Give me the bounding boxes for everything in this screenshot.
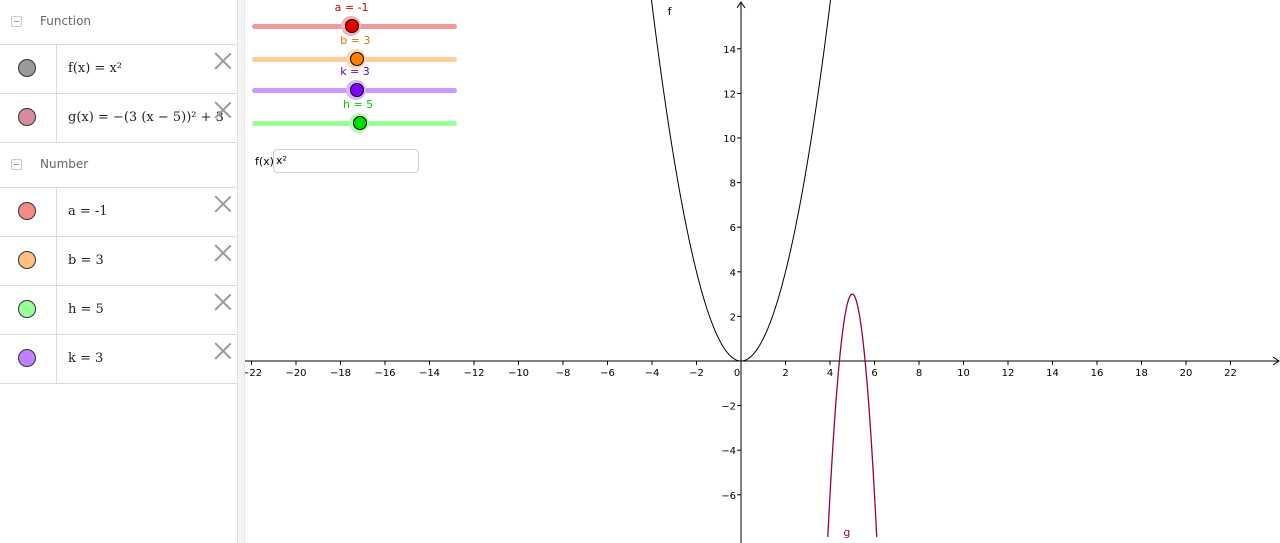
visibility-marble-icon[interactable] xyxy=(18,300,36,318)
y-tick-label: −4 xyxy=(721,446,736,457)
curve-f-label: f xyxy=(668,5,673,18)
visibility-marble-icon[interactable] xyxy=(18,251,36,269)
delete-icon[interactable] xyxy=(214,101,232,119)
slider-k-label: k = 3 xyxy=(340,65,370,78)
x-tick-label: −14 xyxy=(419,368,440,379)
x-tick-label: 14 xyxy=(1046,368,1059,379)
x-tick-label: −18 xyxy=(330,368,351,379)
y-tick-label: 8 xyxy=(730,179,736,190)
graphics-view[interactable]: −22 −20 −18 −16 −14 −12 −10 −8 −6 −4 −2 0 2 4 6 8 10 12 14… xyxy=(245,0,1280,543)
marble-cell xyxy=(0,188,57,236)
slider-a[interactable] xyxy=(252,16,457,36)
x-tick-label: −6 xyxy=(600,368,615,379)
collapse-icon[interactable] xyxy=(11,159,22,170)
delete-icon[interactable] xyxy=(214,342,232,360)
y-tick-label: 10 xyxy=(723,134,736,145)
slider-h[interactable] xyxy=(252,113,457,133)
x-tick-label: 2 xyxy=(782,368,788,379)
slider-b[interactable] xyxy=(252,49,457,69)
x-tick-label: −10 xyxy=(508,368,529,379)
algebra-item-text[interactable]: g(x) = −(3 (x − 5))² + 3 xyxy=(68,110,224,125)
algebra-row-b[interactable]: b = 3 xyxy=(0,237,237,286)
x-axis-arrow-icon xyxy=(1272,356,1280,366)
delete-icon[interactable] xyxy=(214,293,232,311)
delete-icon[interactable] xyxy=(214,244,232,262)
group-function-header[interactable]: Function xyxy=(0,0,237,45)
visibility-marble-icon[interactable] xyxy=(18,202,36,220)
x-tick-label: 8 xyxy=(916,368,922,379)
y-tick-label: 12 xyxy=(723,89,736,100)
x-tick-label: −20 xyxy=(285,368,306,379)
algebra-item-text[interactable]: k = 3 xyxy=(68,351,104,366)
y-tick-label: 6 xyxy=(730,223,736,234)
x-tick-label: −22 xyxy=(245,368,262,379)
x-tick-label: −8 xyxy=(556,368,571,379)
group-number-header[interactable]: Number xyxy=(0,143,237,188)
slider-b-label: b = 3 xyxy=(340,34,371,47)
y-tick-label: 2 xyxy=(730,312,736,323)
x-tick-label: −16 xyxy=(374,368,395,379)
x-tick-label: 4 xyxy=(827,368,833,379)
y-axis-arrow-icon xyxy=(736,1,746,9)
slider-k[interactable] xyxy=(252,80,457,100)
y-tick-label: 14 xyxy=(723,45,736,56)
x-tick-label: 18 xyxy=(1135,368,1148,379)
x-tick-label: −12 xyxy=(463,368,484,379)
input-box-label: f(x) xyxy=(255,155,274,168)
slider-a-label: a = -1 xyxy=(334,1,369,14)
delete-icon[interactable] xyxy=(214,195,232,213)
x-tick-label: 6 xyxy=(871,368,877,379)
slider-knob[interactable] xyxy=(344,19,359,33)
visibility-marble-icon[interactable] xyxy=(18,349,36,367)
slider-h-label: h = 5 xyxy=(343,98,374,111)
marble-cell xyxy=(0,335,57,383)
algebra-item-text[interactable]: a = -1 xyxy=(68,204,108,219)
x-tick-label: 16 xyxy=(1091,368,1104,379)
x-tick-label: 20 xyxy=(1180,368,1193,379)
marble-cell xyxy=(0,94,57,142)
visibility-marble-icon[interactable] xyxy=(18,108,36,126)
algebra-row-f[interactable]: f(x) = x² xyxy=(0,45,237,94)
curve-g-label: g xyxy=(843,526,850,539)
x-tick-label: 12 xyxy=(1002,368,1015,379)
algebra-item-text[interactable]: b = 3 xyxy=(68,253,104,268)
algebra-row-k[interactable]: k = 3 xyxy=(0,335,237,384)
marble-cell xyxy=(0,286,57,334)
y-tick-label: −6 xyxy=(721,491,736,502)
function-input-box[interactable]: x² xyxy=(273,149,419,173)
view-divider[interactable] xyxy=(238,0,245,543)
x-tick-label: −4 xyxy=(645,368,660,379)
y-tick-label: 4 xyxy=(730,268,736,279)
curve-g xyxy=(827,293,878,537)
algebra-row-g[interactable]: g(x) = −(3 (x − 5))² + 3 xyxy=(0,94,237,143)
x-tick-label: −2 xyxy=(689,368,704,379)
marble-cell xyxy=(0,237,57,285)
slider-knob[interactable] xyxy=(350,83,365,97)
algebra-view: Function f(x) = x² g(x) = −(3 (x − 5))² … xyxy=(0,0,238,543)
slider-knob[interactable] xyxy=(350,52,365,66)
y-tick-label: −2 xyxy=(721,402,736,413)
visibility-marble-icon[interactable] xyxy=(18,59,36,77)
graph-canvas[interactable]: −22 −20 −18 −16 −14 −12 −10 −8 −6 −4 −2 0 2 4 6 8 10 12 14… xyxy=(245,0,1280,543)
x-tick-label: 22 xyxy=(1224,368,1237,379)
x-tick-label: 0 xyxy=(734,368,740,379)
algebra-item-text[interactable]: h = 5 xyxy=(68,302,104,317)
algebra-row-h[interactable]: h = 5 xyxy=(0,286,237,335)
x-tick-label: 10 xyxy=(957,368,970,379)
group-label: Function xyxy=(40,14,92,28)
delete-icon[interactable] xyxy=(214,52,232,70)
group-label: Number xyxy=(40,157,89,171)
marble-cell xyxy=(0,45,57,93)
curve-f xyxy=(650,0,832,362)
algebra-row-a[interactable]: a = -1 xyxy=(0,188,237,237)
algebra-item-text[interactable]: f(x) = x² xyxy=(68,61,122,76)
slider-knob[interactable] xyxy=(353,116,367,130)
collapse-icon[interactable] xyxy=(11,16,22,27)
